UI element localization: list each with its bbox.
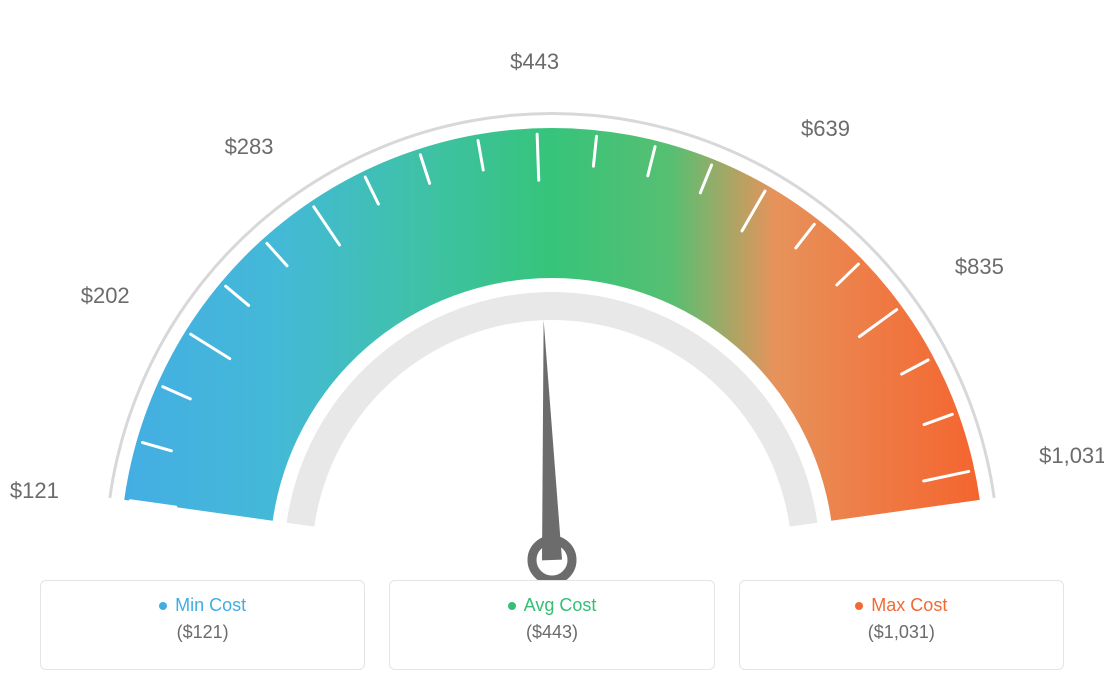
gauge-tick-label: $202 xyxy=(81,283,130,309)
legend-title-label: Avg Cost xyxy=(524,595,597,616)
legend-card-max: Max Cost ($1,031) xyxy=(739,580,1064,670)
dot-icon xyxy=(159,602,167,610)
legend-title-max: Max Cost xyxy=(855,595,947,616)
gauge-tick-label: $121 xyxy=(10,478,59,504)
legend-amount-avg: ($443) xyxy=(400,622,703,643)
legend-row: Min Cost ($121) Avg Cost ($443) Max Cost… xyxy=(40,580,1064,670)
gauge-tick-label: $835 xyxy=(955,254,1004,280)
legend-amount-max: ($1,031) xyxy=(750,622,1053,643)
legend-title-avg: Avg Cost xyxy=(508,595,597,616)
legend-title-label: Min Cost xyxy=(175,595,246,616)
dot-icon xyxy=(855,602,863,610)
dot-icon xyxy=(508,602,516,610)
legend-title-min: Min Cost xyxy=(159,595,246,616)
gauge-chart: $121 $202 $283 $443 $639 $835 $1,031 xyxy=(0,0,1104,560)
gauge-tick-label: $1,031 xyxy=(1039,443,1104,469)
legend-card-min: Min Cost ($121) xyxy=(40,580,365,670)
legend-card-avg: Avg Cost ($443) xyxy=(389,580,714,670)
legend-amount-min: ($121) xyxy=(51,622,354,643)
gauge-svg xyxy=(0,30,1104,590)
legend-title-label: Max Cost xyxy=(871,595,947,616)
gauge-tick-label: $639 xyxy=(801,116,850,142)
gauge-tick-label: $443 xyxy=(510,49,559,75)
gauge-tick-label: $283 xyxy=(225,134,274,160)
